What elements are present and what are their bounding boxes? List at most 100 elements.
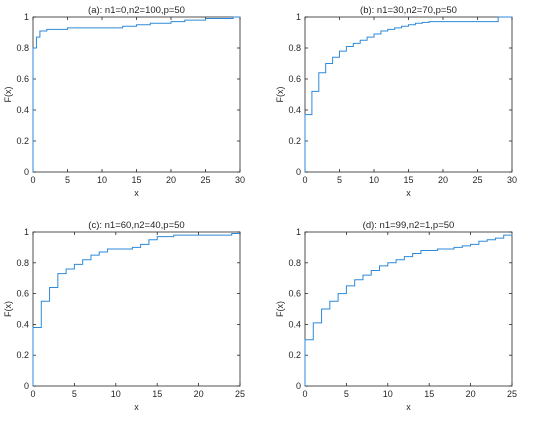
chart-title-d: (d): n1=99,n2=1,p=50 bbox=[363, 220, 455, 231]
y-tick-label-a-5: 1 bbox=[24, 12, 29, 22]
step-point-b-10 bbox=[373, 33, 375, 35]
step-point-c-4 bbox=[65, 268, 67, 270]
y-tick-label-b-0: 0 bbox=[296, 167, 301, 177]
step-point-d-7 bbox=[362, 274, 364, 276]
x-tick-label-b-3: 15 bbox=[403, 175, 413, 185]
step-point-b-16 bbox=[414, 22, 416, 24]
step-point-d-10 bbox=[387, 262, 389, 264]
y-tick-label-b-3: 0.6 bbox=[288, 74, 301, 84]
x-tick-label-c-2: 10 bbox=[111, 389, 121, 399]
step-point-a-2 bbox=[39, 30, 41, 32]
step-point-b-9 bbox=[366, 36, 368, 38]
x-tick-label-a-4: 20 bbox=[166, 175, 176, 185]
x-tick-label-c-0: 0 bbox=[30, 389, 35, 399]
step-point-d-15 bbox=[436, 248, 438, 250]
y-tick-label-a-4: 0.8 bbox=[16, 43, 29, 53]
plot-frame-a bbox=[32, 16, 241, 173]
step-point-d-9 bbox=[378, 265, 380, 267]
ecdf-line-c bbox=[32, 233, 240, 386]
x-axis-label-d: x bbox=[406, 402, 411, 412]
y-tick-label-d-2: 0.4 bbox=[288, 319, 301, 329]
step-point-b-12 bbox=[387, 28, 389, 30]
y-tick-label-b-1: 0.2 bbox=[288, 136, 301, 146]
step-point-a-6 bbox=[135, 24, 137, 26]
ecdf-line-d bbox=[304, 233, 513, 386]
step-point-c-0 bbox=[32, 326, 34, 328]
step-point-a-1 bbox=[35, 36, 37, 38]
step-point-c-8 bbox=[98, 251, 100, 253]
x-tick-label-b-1: 5 bbox=[337, 175, 342, 185]
step-point-a-5 bbox=[122, 25, 124, 27]
step-point-c-7 bbox=[90, 254, 92, 256]
step-point-d-17 bbox=[461, 245, 463, 247]
x-tick-label-d-2: 10 bbox=[383, 389, 393, 399]
step-point-a-0 bbox=[32, 47, 34, 49]
y-axis-label-c: F(x) bbox=[3, 301, 13, 317]
x-tick-label-d-0: 0 bbox=[302, 389, 307, 399]
x-tick-label-b-6: 30 bbox=[507, 175, 517, 185]
step-point-a-3 bbox=[46, 28, 48, 30]
step-point-c-5 bbox=[73, 263, 75, 265]
x-tick-label-a-2: 10 bbox=[97, 175, 107, 185]
x-tick-label-c-1: 5 bbox=[72, 389, 77, 399]
x-tick-label-d-1: 5 bbox=[344, 389, 349, 399]
step-point-d-22 bbox=[503, 234, 505, 236]
x-tick-label-c-3: 15 bbox=[152, 389, 162, 399]
step-point-d-4 bbox=[337, 292, 339, 294]
step-point-b-15 bbox=[407, 24, 409, 26]
x-axis-label-c: x bbox=[134, 402, 139, 412]
x-tick-label-b-4: 20 bbox=[438, 175, 448, 185]
step-point-b-5 bbox=[338, 50, 340, 52]
step-point-d-23 bbox=[511, 232, 513, 234]
step-point-c-6 bbox=[81, 259, 83, 261]
plot-frame-d bbox=[304, 231, 513, 387]
step-point-b-17 bbox=[421, 21, 423, 23]
step-point-b-13 bbox=[394, 27, 396, 29]
y-tick-label-c-0: 0 bbox=[24, 381, 29, 391]
step-point-d-6 bbox=[353, 279, 355, 281]
x-axis-label-a: x bbox=[134, 188, 139, 198]
step-point-c-2 bbox=[48, 286, 50, 288]
step-point-d-19 bbox=[478, 240, 480, 242]
step-point-b-2 bbox=[318, 72, 320, 74]
y-tick-label-d-3: 0.6 bbox=[288, 289, 301, 299]
step-point-b-14 bbox=[400, 25, 402, 27]
y-tick-label-d-1: 0.2 bbox=[288, 350, 301, 360]
x-tick-label-a-5: 25 bbox=[200, 175, 210, 185]
y-tick-label-b-5: 1 bbox=[296, 12, 301, 22]
step-point-d-18 bbox=[469, 243, 471, 245]
y-axis-label-d: F(x) bbox=[275, 301, 285, 317]
step-point-d-1 bbox=[312, 322, 314, 324]
step-point-b-0 bbox=[304, 113, 306, 115]
step-point-b-11 bbox=[380, 30, 382, 32]
step-point-d-21 bbox=[494, 237, 496, 239]
step-point-a-10 bbox=[204, 17, 206, 19]
y-tick-label-c-1: 0.2 bbox=[16, 350, 29, 360]
step-point-c-3 bbox=[57, 272, 59, 274]
step-point-b-3 bbox=[325, 62, 327, 64]
y-tick-label-a-1: 0.2 bbox=[16, 136, 29, 146]
step-point-b-4 bbox=[331, 56, 333, 58]
step-point-c-9 bbox=[106, 248, 108, 250]
panel-c: (c): n1=60,n2=40,p=50 0 5 10 15 20 25 0 0.2 0.4 0.… bbox=[3, 220, 245, 412]
step-point-c-12 bbox=[148, 239, 150, 241]
ecdf-line-a bbox=[32, 16, 240, 172]
x-axis-label-b: x bbox=[406, 188, 411, 198]
y-tick-label-a-0: 0 bbox=[24, 167, 29, 177]
step-point-d-20 bbox=[486, 239, 488, 241]
y-tick-label-c-5: 1 bbox=[24, 227, 29, 237]
x-tick-label-a-1: 5 bbox=[65, 175, 70, 185]
y-tick-label-a-3: 0.6 bbox=[16, 74, 29, 84]
x-tick-label-b-5: 25 bbox=[472, 175, 482, 185]
step-point-d-0 bbox=[304, 339, 306, 341]
step-point-c-13 bbox=[156, 235, 158, 237]
step-point-d-14 bbox=[420, 249, 422, 251]
step-point-d-5 bbox=[345, 285, 347, 287]
y-tick-label-b-2: 0.4 bbox=[288, 105, 301, 115]
x-tick-label-b-2: 10 bbox=[369, 175, 379, 185]
x-tick-label-d-4: 20 bbox=[466, 389, 476, 399]
step-point-a-7 bbox=[149, 22, 151, 24]
chart-title-b: (b): n1=30,n2=70,p=50 bbox=[360, 5, 457, 16]
x-tick-label-c-4: 20 bbox=[194, 389, 204, 399]
plot-frame-c bbox=[32, 231, 241, 387]
